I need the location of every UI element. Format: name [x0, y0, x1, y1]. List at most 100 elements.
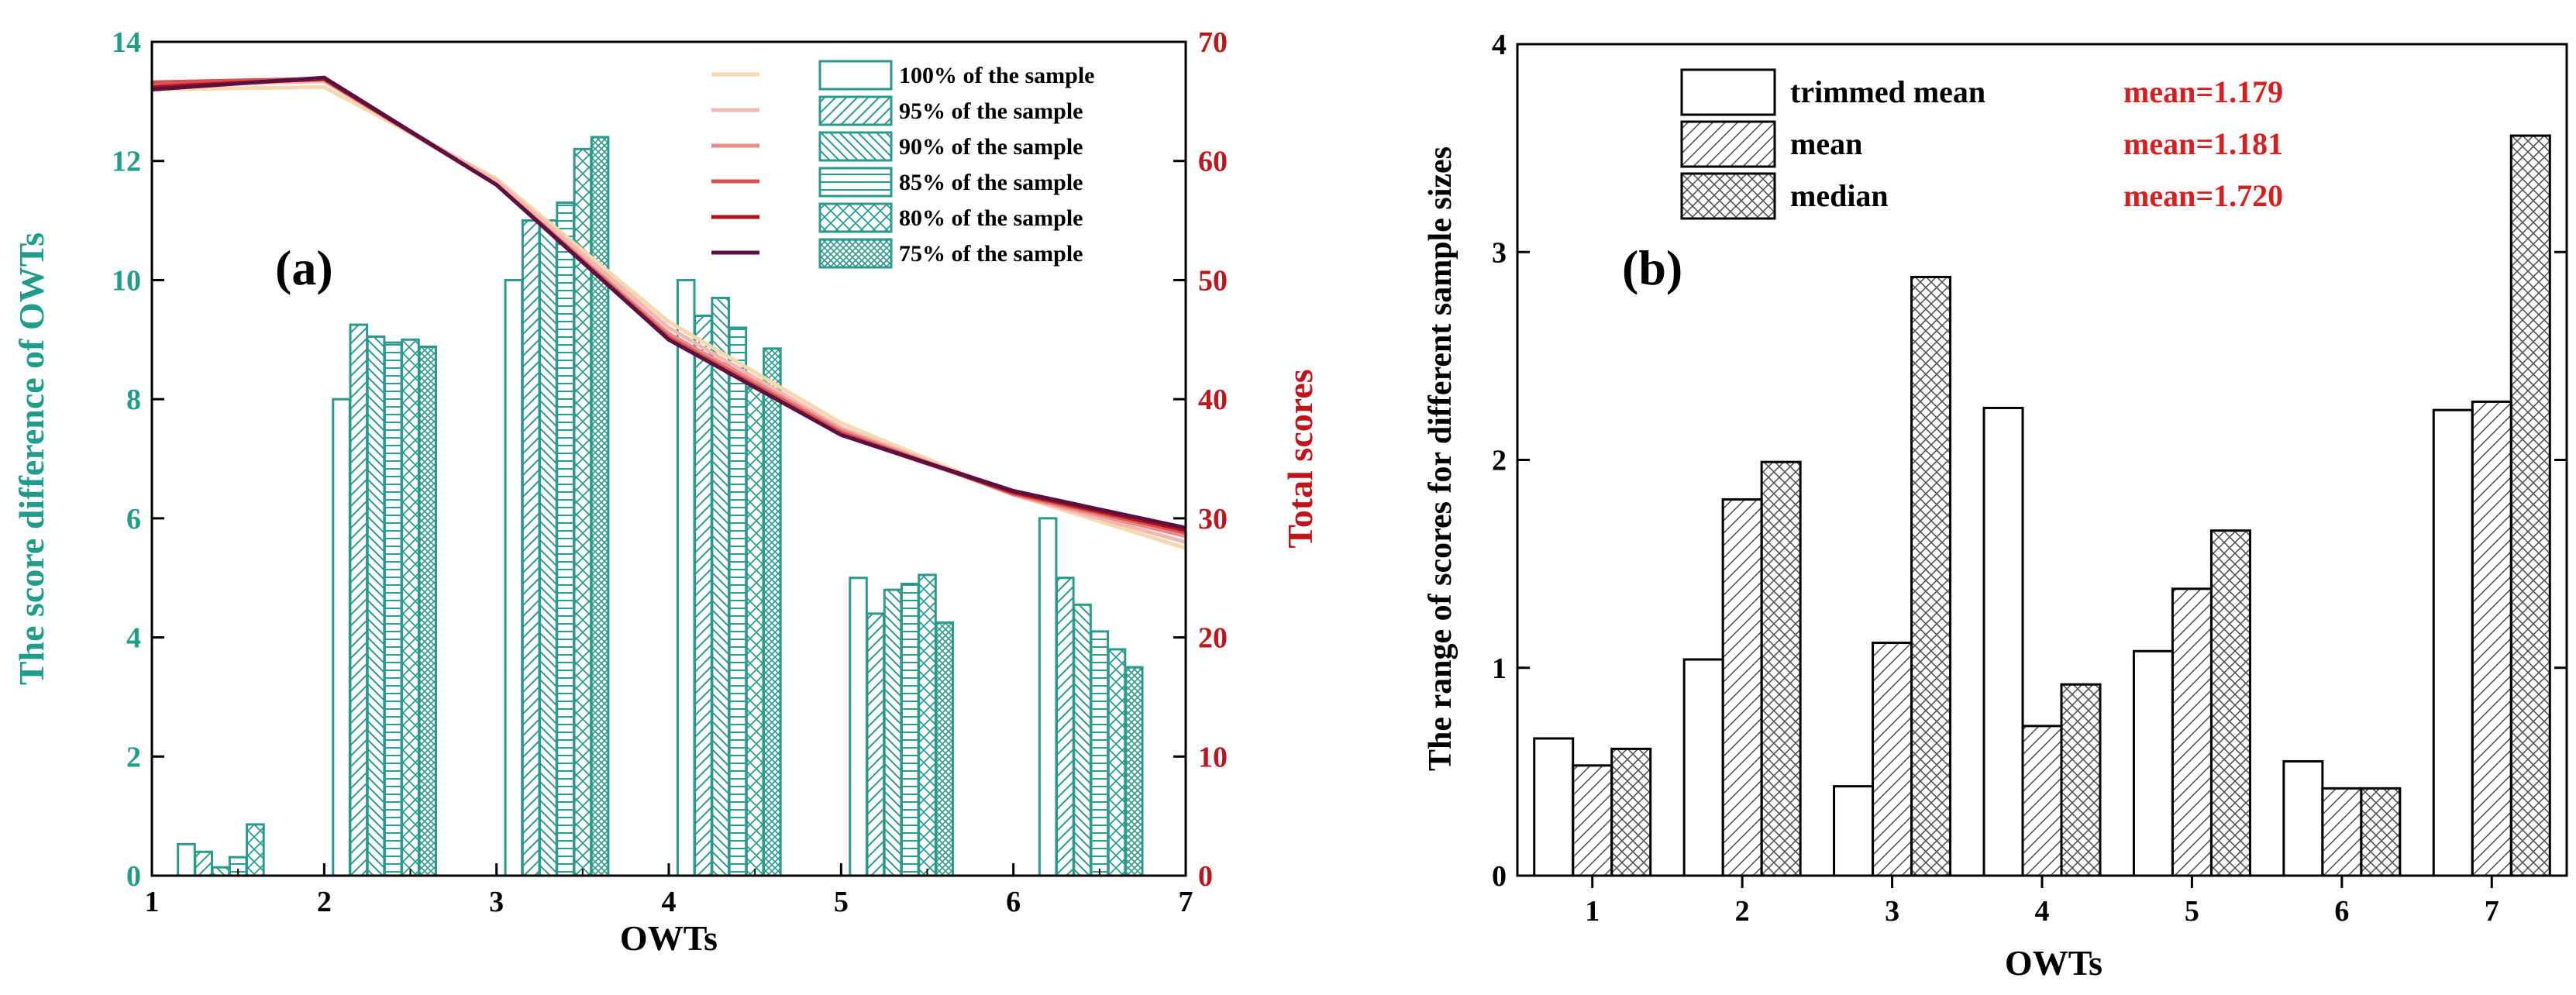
a-legend-swatch-3 [818, 131, 893, 162]
bar-a-g1-s3 [211, 866, 231, 877]
bar-a-g3-s6 [590, 136, 610, 877]
panel-a-xlabel: OWTs [620, 918, 718, 958]
a-legend-swatch-6 [818, 238, 893, 269]
b-xtick-label-5: 5 [2185, 895, 2199, 928]
a-legend-label-1: 100% of the sample [899, 63, 1094, 88]
a-ytick-label-14: 14 [112, 26, 141, 59]
bar-a-g3-s2 [521, 219, 541, 877]
bar-a-g3-s1 [504, 278, 524, 877]
a-y2tick-label-70: 70 [1198, 26, 1228, 59]
a-legend-label-5: 80% of the sample [899, 205, 1083, 231]
bar-a-g4-s4 [728, 326, 748, 877]
bar-a-g2-s6 [418, 346, 438, 877]
a-xtick-label-4: 4 [662, 886, 677, 918]
bar-b-s2-c7 [2471, 400, 2512, 877]
bar-a-g3-s4 [556, 201, 575, 877]
a-xtick-label-7: 7 [1179, 886, 1193, 918]
bar-a-g4-s1 [676, 278, 696, 877]
bar-b-s1-c3 [1833, 785, 1875, 877]
b-xtick-label-7: 7 [2485, 895, 2499, 928]
bar-a-g2-s1 [332, 398, 351, 877]
a-ytick-label-8: 8 [126, 384, 141, 416]
a-y2tick-label-30: 30 [1198, 503, 1228, 535]
a-legend-swatch-4 [818, 167, 893, 198]
b-ytick-label-2: 2 [1492, 445, 1507, 477]
a-xtick-label-2: 2 [317, 886, 332, 918]
a-xtick-label-6: 6 [1006, 886, 1021, 918]
b-xtick-label-3: 3 [1885, 895, 1899, 928]
bar-b-s3-c3 [1910, 275, 1952, 877]
b-ytick-label-3: 3 [1492, 236, 1507, 269]
b-legend-swatch-3 [1680, 172, 1776, 220]
bar-b-s3-c2 [1760, 460, 1802, 877]
bar-a-g1-s5 [246, 823, 265, 877]
b-legend-swatch-1 [1680, 68, 1776, 116]
a-legend-swatch-2 [818, 95, 893, 126]
bar-b-s3-c4 [2060, 683, 2102, 877]
b-legend-annotation-2: mean=1.181 [2123, 126, 2283, 161]
panel-b-label: (b) [1622, 240, 1682, 295]
line-a-series-6 [151, 75, 1186, 530]
bar-a-g6-s2 [1056, 577, 1075, 877]
a-y2tick-label-0: 0 [1198, 860, 1213, 893]
bar-a-g5-s3 [883, 588, 903, 877]
bar-a-g5-s2 [866, 612, 886, 877]
panel-a-label: (a) [275, 240, 333, 295]
a-xtick-label-3: 3 [489, 886, 504, 918]
b-legend-swatch-2 [1680, 120, 1776, 168]
bar-b-s1-c2 [1682, 658, 1724, 877]
bar-a-g5-s6 [935, 621, 955, 877]
bar-a-g1-s2 [194, 850, 213, 877]
panel-a-bars [177, 136, 1144, 877]
a-y2tick-label-20: 20 [1198, 622, 1228, 655]
b-legend-label-1: trimmed mean [1790, 74, 1985, 109]
a-legend-label-3: 90% of the sample [899, 134, 1083, 160]
b-legend-annotation-3: mean=1.720 [2123, 178, 2283, 213]
bar-b-s1-c5 [2132, 649, 2174, 877]
panel-b-axes: 1 2 3 4 5 6 7 0 1 2 3 4 [1492, 29, 2567, 928]
bar-b-s1-c4 [1982, 406, 2024, 877]
a-legend-swatch-1 [818, 60, 893, 91]
panel-b-xlabel: OWTs [2005, 943, 2102, 983]
a-y2tick-label-40: 40 [1198, 384, 1228, 416]
a-y2tick-label-50: 50 [1198, 264, 1228, 297]
panel-b-ylabel: The range of scores for different sample… [1423, 146, 1458, 771]
a-ytick-label-6: 6 [126, 503, 141, 535]
bar-b-s2-c4 [2021, 725, 2063, 877]
b-ytick-label-4: 4 [1492, 29, 1507, 61]
b-ytick-label-1: 1 [1492, 652, 1507, 685]
b-ytick-label-0: 0 [1492, 860, 1507, 893]
bar-a-g6-s1 [1038, 517, 1058, 877]
bar-a-g6-s5 [1107, 648, 1127, 877]
a-y2tick-label-10: 10 [1198, 741, 1228, 773]
panel-a-y2label: Total scores [1280, 369, 1320, 548]
bar-a-g4-s2 [694, 315, 713, 877]
b-legend-annotation-1: mean=1.179 [2123, 74, 2283, 109]
panel-b: 1 2 3 4 5 6 7 0 1 2 3 4 (b) OWTs The range of score… [1423, 29, 2568, 983]
bar-b-s1-c6 [2282, 759, 2324, 877]
panel-a-lines [151, 75, 1186, 550]
panel-a-frame [150, 40, 1187, 877]
bar-a-g3-s3 [539, 219, 558, 877]
bar-a-g6-s4 [1090, 630, 1110, 877]
bar-b-s2-c5 [2171, 587, 2213, 877]
a-ytick-label-4: 4 [126, 622, 141, 655]
bar-a-g6-s6 [1124, 666, 1144, 877]
a-ytick-label-0: 0 [126, 860, 141, 893]
a-legend-label-4: 85% of the sample [899, 170, 1083, 195]
bar-a-g2-s2 [349, 323, 369, 877]
b-xtick-label-1: 1 [1585, 895, 1600, 928]
bar-a-g2-s4 [383, 341, 403, 877]
bar-b-s3-c5 [2209, 529, 2251, 877]
bar-b-s2-c1 [1572, 764, 1613, 877]
a-xtick-label-1: 1 [145, 886, 160, 918]
a-legend-label-6: 75% of the sample [899, 241, 1083, 267]
b-xtick-label-6: 6 [2334, 895, 2349, 928]
a-ytick-label-10: 10 [112, 264, 141, 297]
panel-a-legend: 100% of the sample 95% of the sample 90% o… [711, 60, 1094, 269]
panel-a-ylabel: The score difference of OWTs [12, 232, 51, 685]
bar-a-g1-s1 [177, 842, 196, 877]
